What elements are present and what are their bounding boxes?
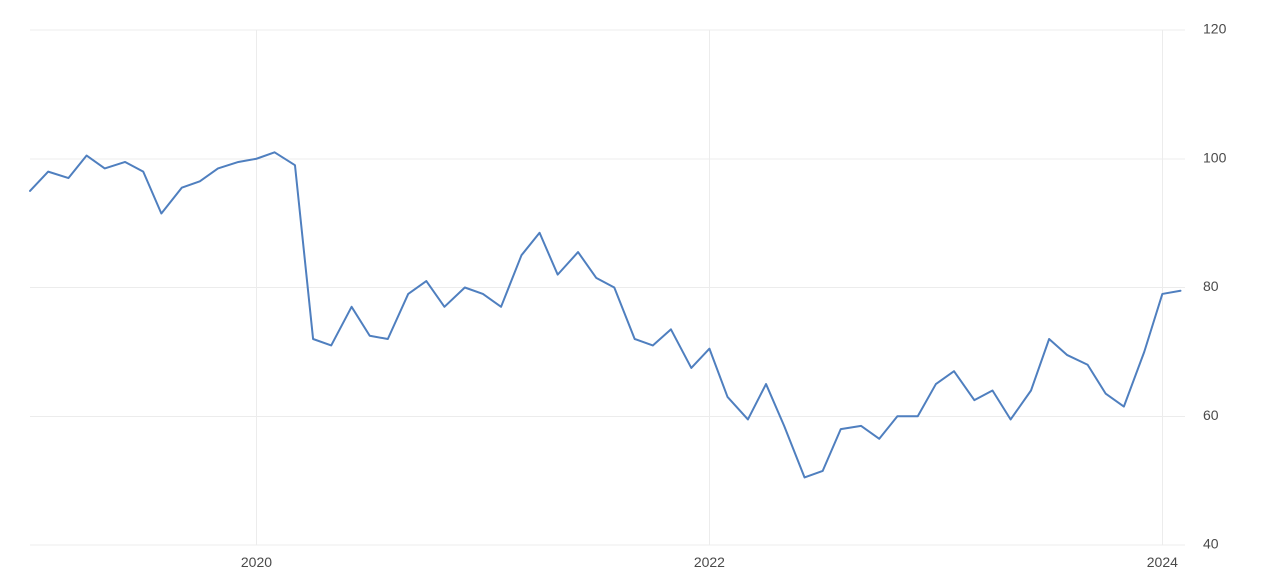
line-chart: 40 60 80 100 120 2020 2022 2024 — [0, 0, 1280, 586]
x-tick-label: 2022 — [694, 554, 725, 570]
x-tick-label: 2024 — [1147, 554, 1178, 570]
x-tick-label: 2020 — [241, 554, 272, 570]
y-tick-label: 60 — [1203, 407, 1219, 423]
y-tick-label: 100 — [1203, 149, 1227, 165]
y-tick-label: 120 — [1203, 21, 1227, 37]
y-tick-label: 40 — [1203, 536, 1219, 552]
y-tick-label: 80 — [1203, 278, 1219, 294]
chart-svg: 40 60 80 100 120 2020 2022 2024 — [0, 0, 1280, 586]
